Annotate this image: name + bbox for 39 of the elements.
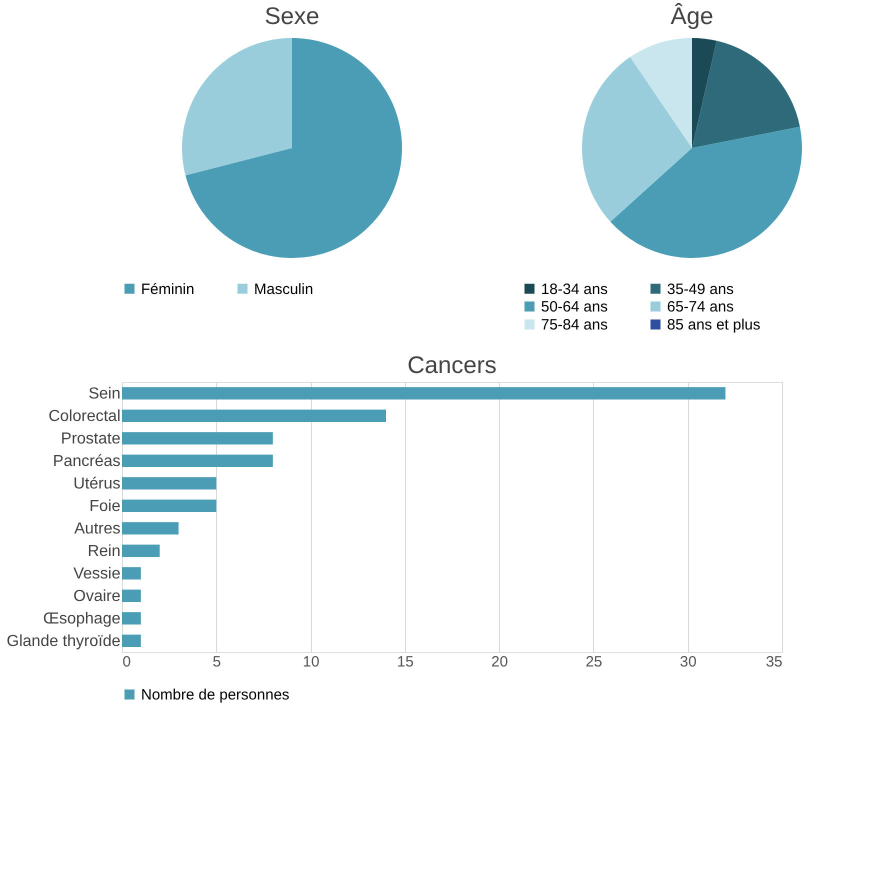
y-tick-label: Colorectal — [48, 408, 120, 425]
legend-label: Masculin — [254, 280, 314, 298]
pie-slice — [182, 38, 292, 176]
legend-label: Nombre de personnes — [141, 686, 290, 704]
chart-title: Cancers — [407, 352, 497, 379]
y-tick-label: Pancréas — [52, 452, 120, 470]
y-tick-label: Glande thyroïde — [6, 632, 121, 650]
y-tick-label: Rein — [88, 542, 120, 560]
x-tick-label: 25 — [586, 654, 602, 670]
pie-slice — [692, 40, 800, 148]
y-tick-label: Sein — [88, 385, 120, 402]
x-tick-label: 5 — [212, 654, 221, 670]
legend-label: 85 ans et plus — [667, 316, 760, 334]
x-tick-label: 10 — [302, 654, 320, 670]
x-tick-label: 0 — [122, 654, 131, 670]
pie-slice — [610, 126, 802, 258]
chart-title: Sexe — [264, 3, 320, 30]
pie-slice — [630, 38, 692, 148]
legend-label: 65-74 ans — [667, 298, 734, 316]
x-tick-label: 30 — [680, 654, 697, 670]
pie-slice — [582, 57, 692, 222]
y-tick-label: Œsophage — [43, 610, 121, 628]
y-tick-label: Foie — [89, 498, 121, 515]
legend-label: 18-34 ans — [541, 280, 608, 298]
pie-slice — [692, 38, 717, 148]
legend-label: 75-84 ans — [541, 316, 608, 334]
y-tick-label: Utérus — [73, 475, 120, 492]
y-tick-label: Vessie — [73, 565, 121, 582]
y-tick-label: Prostate — [60, 430, 121, 448]
x-tick-label: 15 — [397, 654, 414, 670]
legend-label: 50-64 ans — [541, 298, 608, 316]
x-tick-label: 35 — [766, 654, 782, 670]
y-tick-label: Autres — [74, 520, 120, 538]
pie-slice — [185, 38, 402, 258]
legend-label: 35-49 ans — [667, 280, 734, 298]
legend-label: Féminin — [141, 280, 194, 298]
x-tick-label: 20 — [491, 654, 508, 670]
chart-title: Âge — [670, 3, 714, 30]
y-tick-label: Ovaire — [73, 588, 121, 605]
